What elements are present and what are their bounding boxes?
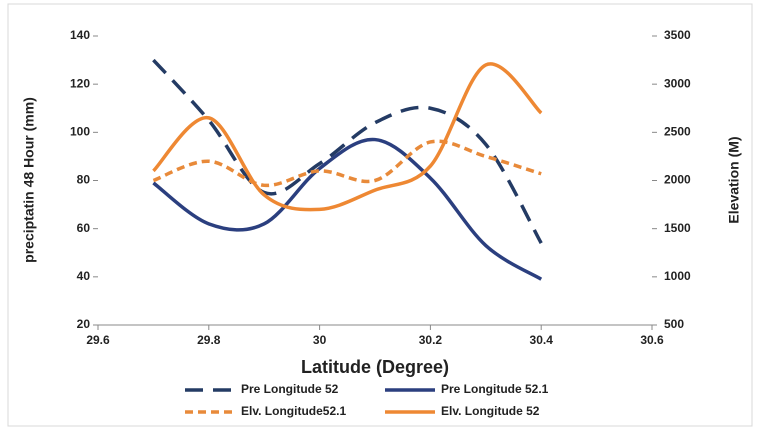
series-line [152,139,542,188]
y2-tick-label: 500 [664,317,684,331]
legend-label: Pre Longitude 52 [241,382,339,396]
y2-tick-label: 3000 [664,76,691,90]
series-line [152,62,543,212]
series-line [152,137,543,281]
y2-tick-label: 2500 [664,125,691,139]
y2-tick-label: 2000 [664,173,691,187]
y-tick-label: 120 [70,76,90,90]
y2-axis-title: Elevation (M) [726,136,742,223]
y-tick-label: 20 [77,317,91,331]
x-axis-title: Latitude (Degree) [301,357,449,377]
y-tick-label: 60 [77,221,91,235]
y2-tick-label: 3500 [664,28,691,42]
x-tick-label: 29.6 [86,333,110,347]
x-tick-label: 30 [313,333,327,347]
legend-label: Elv. Longitude52.1 [241,404,346,418]
y-tick-label: 80 [77,173,91,187]
y-tick-label: 140 [70,28,90,42]
x-tick-label: 30.6 [640,333,664,347]
x-tick-label: 30.2 [419,333,443,347]
chart-frame [7,3,753,427]
y2-tick-label: 1000 [664,269,691,283]
legend-label: Pre Longitude 52.1 [441,382,549,396]
series-line [152,58,543,244]
y2-tick-label: 1500 [664,221,691,235]
y-axis-title: preciptatin 48 Hour (mm) [21,97,37,263]
x-tick-label: 30.4 [530,333,554,347]
x-tick-label: 29.8 [197,333,221,347]
y-tick-label: 40 [77,269,91,283]
legend-label: Elv. Longitude 52 [441,404,540,418]
y-tick-label: 100 [70,125,90,139]
